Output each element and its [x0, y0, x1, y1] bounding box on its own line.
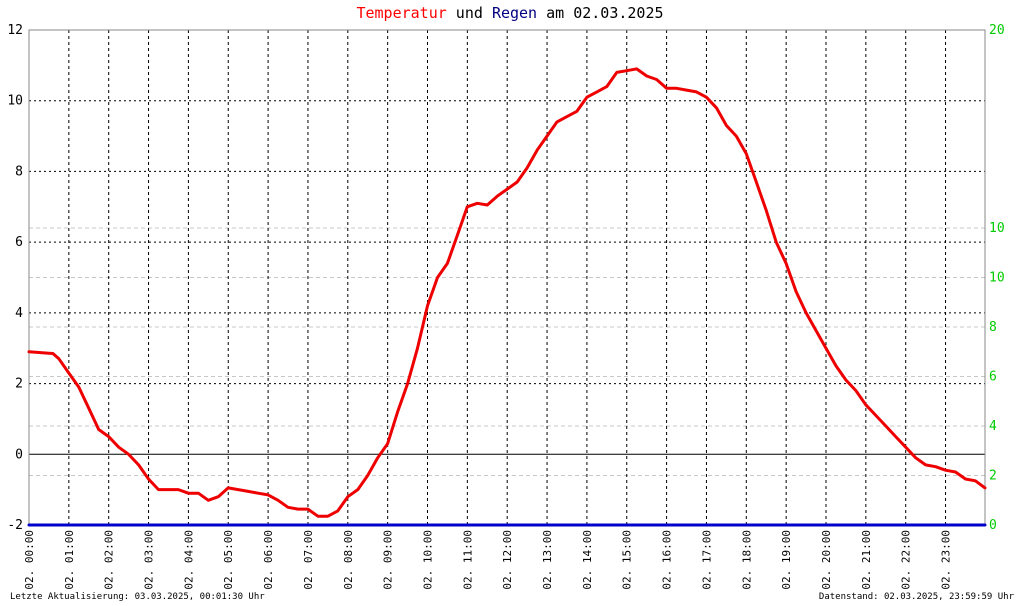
title-and: und: [446, 4, 492, 22]
x-tick-label: 02. 04:00: [182, 530, 195, 590]
left-y-tick-label: 8: [15, 164, 23, 179]
right-y-tick-label: 20: [989, 23, 1005, 38]
right-y-tick-label: 6: [989, 370, 997, 385]
x-tick-label: 02. 10:00: [421, 530, 434, 590]
x-tick-label: 02. 02:00: [103, 530, 116, 590]
x-tick-label: 02. 12:00: [501, 530, 514, 590]
x-tick-label: 02. 13:00: [541, 530, 554, 590]
x-tick-label: 02. 23:00: [940, 530, 953, 590]
right-y-tick-label: 2: [989, 469, 997, 484]
x-tick-label: 02. 00:00: [23, 530, 36, 590]
x-tick-label: 02. 11:00: [461, 530, 474, 590]
x-tick-label: 02. 19:00: [780, 530, 793, 590]
left-y-tick-label: 6: [15, 235, 23, 250]
right-y-tick-label: 0: [989, 518, 997, 533]
right-y-tick-label: 10: [989, 221, 1005, 236]
last-update-text: Letzte Aktualisierung: 03.03.2025, 00:01…: [10, 592, 265, 602]
x-tick-label: 02. 08:00: [342, 530, 355, 590]
x-tick-label: 02. 16:00: [661, 530, 674, 590]
title-rain: Regen: [491, 4, 538, 22]
left-y-tick-label: 12: [7, 23, 23, 38]
temperature-line: [27, 67, 987, 518]
left-y-tick-label: -2: [7, 518, 23, 533]
x-tick-label: 02. 20:00: [820, 530, 833, 590]
left-y-tick-label: 0: [15, 447, 23, 462]
title-temperature: Temperatur: [356, 4, 447, 22]
chart-title: Temperatur und Regen am 02.03.2025: [0, 4, 1020, 22]
x-tick-label: 02. 03:00: [143, 530, 156, 590]
x-tick-label: 02. 07:00: [302, 530, 315, 590]
x-tick-label: 02. 14:00: [581, 530, 594, 590]
x-tick-label: 02. 22:00: [900, 530, 913, 590]
left-y-tick-label: 2: [15, 377, 23, 392]
x-tick-label: 02. 09:00: [382, 530, 395, 590]
x-tick-label: 02. 15:00: [621, 530, 634, 590]
title-date: am 02.03.2025: [537, 4, 664, 22]
x-tick-label: 02. 05:00: [222, 530, 235, 590]
right-y-tick-label: 8: [989, 320, 997, 335]
x-tick-label: 02. 06:00: [262, 530, 275, 590]
right-y-tick-label: 4: [989, 419, 997, 434]
left-y-tick-label: 4: [15, 306, 23, 321]
x-tick-label: 02. 21:00: [860, 530, 873, 590]
x-tick-label: 02. 18:00: [740, 530, 753, 590]
left-y-tick-label: 10: [7, 94, 23, 109]
x-tick-label: 02. 01:00: [63, 530, 76, 590]
data-status-text: Datenstand: 02.03.2025, 23:59:59 Uhr: [818, 592, 1014, 602]
right-y-tick-label: 10: [989, 271, 1005, 286]
x-tick-label: 02. 17:00: [700, 530, 713, 590]
